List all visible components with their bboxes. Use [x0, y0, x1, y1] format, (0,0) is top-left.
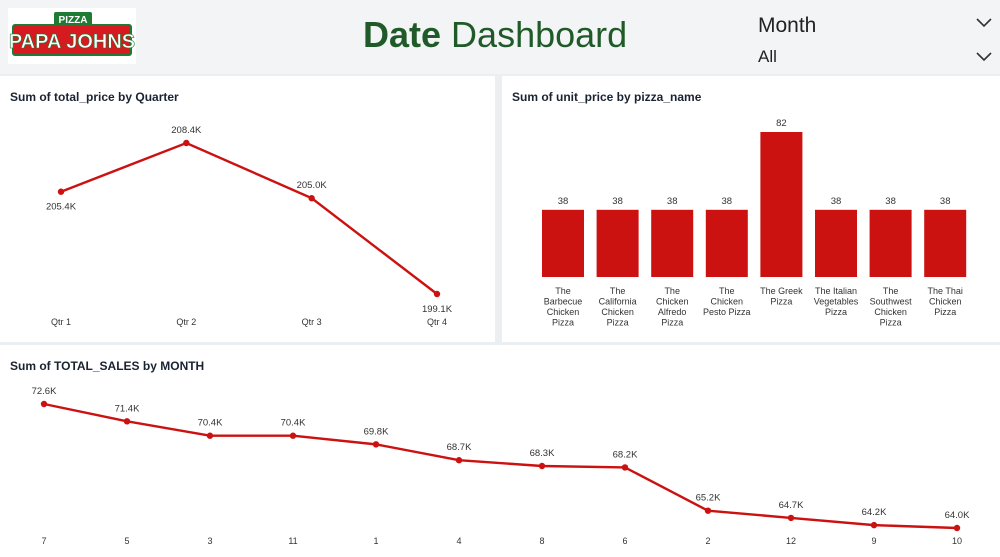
data-label: 38: [612, 196, 623, 207]
x-tick-label: 11: [288, 536, 297, 546]
data-point: [372, 441, 380, 448]
chevron-down-icon[interactable]: [976, 52, 992, 62]
data-point: [870, 521, 878, 529]
bar: [596, 209, 639, 277]
data-point: [621, 464, 629, 471]
x-tick-label: The Greek Pizza: [760, 286, 803, 307]
data-point: [455, 457, 463, 464]
data-point: [433, 290, 441, 298]
bar: [542, 209, 584, 277]
series-line: [60, 141, 438, 295]
data-point: [289, 432, 297, 439]
x-tick-label: 7: [41, 536, 46, 546]
data-label: 65.2K: [696, 493, 721, 504]
chart-title: Sum of total_price by Quarter: [10, 90, 179, 104]
data-point: [123, 418, 131, 425]
data-point: [538, 462, 546, 470]
data-label: 208.4K: [171, 125, 202, 136]
data-label: 205.0K: [297, 180, 328, 191]
data-label: 68.3K: [530, 448, 555, 459]
data-label: 38: [940, 196, 951, 207]
x-tick-label: The Thai Chicken Pizza: [928, 286, 963, 317]
x-tick-label: Qtr 4: [427, 317, 447, 327]
x-tick-label: 8: [539, 536, 544, 546]
data-label: 38: [722, 196, 733, 207]
x-tick-label: 12: [786, 536, 796, 546]
x-tick-label: 3: [207, 536, 212, 546]
data-point: [308, 195, 315, 202]
data-point: [953, 524, 961, 532]
x-tick-label: 9: [871, 536, 876, 546]
data-label: 68.7K: [447, 442, 472, 453]
x-tick-label: The Chicken Alfredo Pizza: [656, 286, 689, 328]
chart-title: Sum of unit_price by pizza_name: [512, 90, 702, 104]
pizza-chart-panel: Sum of unit_price by pizza_name 38 The Bar…: [502, 76, 1000, 342]
x-tick-label: 1: [373, 536, 378, 546]
month-chart-panel: Sum of TOTAL_SALES by MONTH 72.6K 7 71.4K 5…: [0, 345, 1000, 557]
x-tick-label: The Chicken Pesto Pizza: [703, 286, 751, 317]
data-label: 38: [885, 196, 896, 207]
bar: [760, 132, 803, 277]
data-point: [206, 432, 214, 439]
page-title: Date Dashboard: [363, 14, 628, 55]
logo-small-text: PIZZA: [59, 15, 88, 26]
data-label: 205.4K: [46, 202, 77, 213]
bar: [815, 209, 857, 277]
x-tick-label: 4: [456, 536, 461, 546]
bar: [869, 209, 912, 277]
data-label: 70.4K: [198, 418, 223, 429]
data-point: [183, 139, 190, 147]
data-point: [787, 514, 795, 522]
dashboard-header: PIZZA PAPA JOHNS Date Dashboard Month Al…: [0, 0, 1000, 74]
x-tick-label: The Italian Vegetables Pizza: [814, 286, 859, 317]
data-label: 64.0K: [945, 510, 970, 521]
data-label: 82: [776, 118, 787, 129]
data-label: 199.1K: [422, 304, 453, 315]
pizza-bar-chart: 38 The Barbecue Chicken Pizza 38 The California…: [542, 118, 967, 328]
data-label: 70.4K: [281, 418, 306, 429]
logo-text: PAPA JOHNS: [9, 31, 135, 53]
data-label: 38: [667, 196, 678, 207]
data-label: 71.4K: [115, 403, 140, 414]
data-label: 38: [831, 196, 842, 207]
data-label: 68.2K: [613, 449, 638, 460]
month-slicer-dropdown[interactable]: All: [758, 47, 777, 66]
x-tick-label: 5: [124, 536, 129, 546]
x-tick-label: 6: [622, 536, 627, 546]
bar: [705, 209, 748, 277]
data-label: 38: [558, 196, 569, 207]
month-slicer-title: Month: [758, 14, 817, 37]
x-tick-label: The Barbecue Chicken Pizza: [544, 286, 583, 328]
chart-title: Sum of TOTAL_SALES by MONTH: [10, 359, 205, 373]
series-line: [43, 402, 958, 530]
data-label: 64.7K: [779, 500, 804, 511]
quarter-chart-panel: Sum of total_price by Quarter 205.4K Qtr …: [0, 76, 495, 342]
data-point: [40, 400, 48, 408]
bar: [651, 209, 694, 277]
data-label: 64.2K: [862, 507, 887, 518]
x-tick-label: Qtr 1: [51, 317, 71, 327]
quarter-line-chart: 205.4K Qtr 1 208.4K Qtr 2 205.0K Qtr 3 199.1K Q…: [46, 125, 453, 327]
chevron-down-icon[interactable]: [976, 18, 992, 28]
bar: [924, 209, 967, 277]
x-tick-label: Qtr 3: [302, 317, 322, 327]
x-tick-label: 2: [705, 536, 710, 546]
x-tick-label: The Southwest Chicken Pizza: [870, 286, 913, 328]
x-tick-label: Qtr 2: [176, 317, 196, 327]
x-tick-label: 10: [952, 536, 962, 546]
data-label: 72.6K: [32, 386, 57, 397]
data-label: 69.8K: [364, 426, 389, 437]
data-point: [704, 507, 712, 514]
papa-johns-logo: PIZZA PAPA JOHNS: [8, 8, 136, 64]
data-point: [57, 188, 65, 195]
x-tick-label: The California Chicken Pizza: [599, 286, 637, 328]
month-line-chart: 72.6K 7 71.4K 5 70.4K 3 70.4K 11 69.8K 1 68.7K 4 68.…: [32, 386, 970, 546]
